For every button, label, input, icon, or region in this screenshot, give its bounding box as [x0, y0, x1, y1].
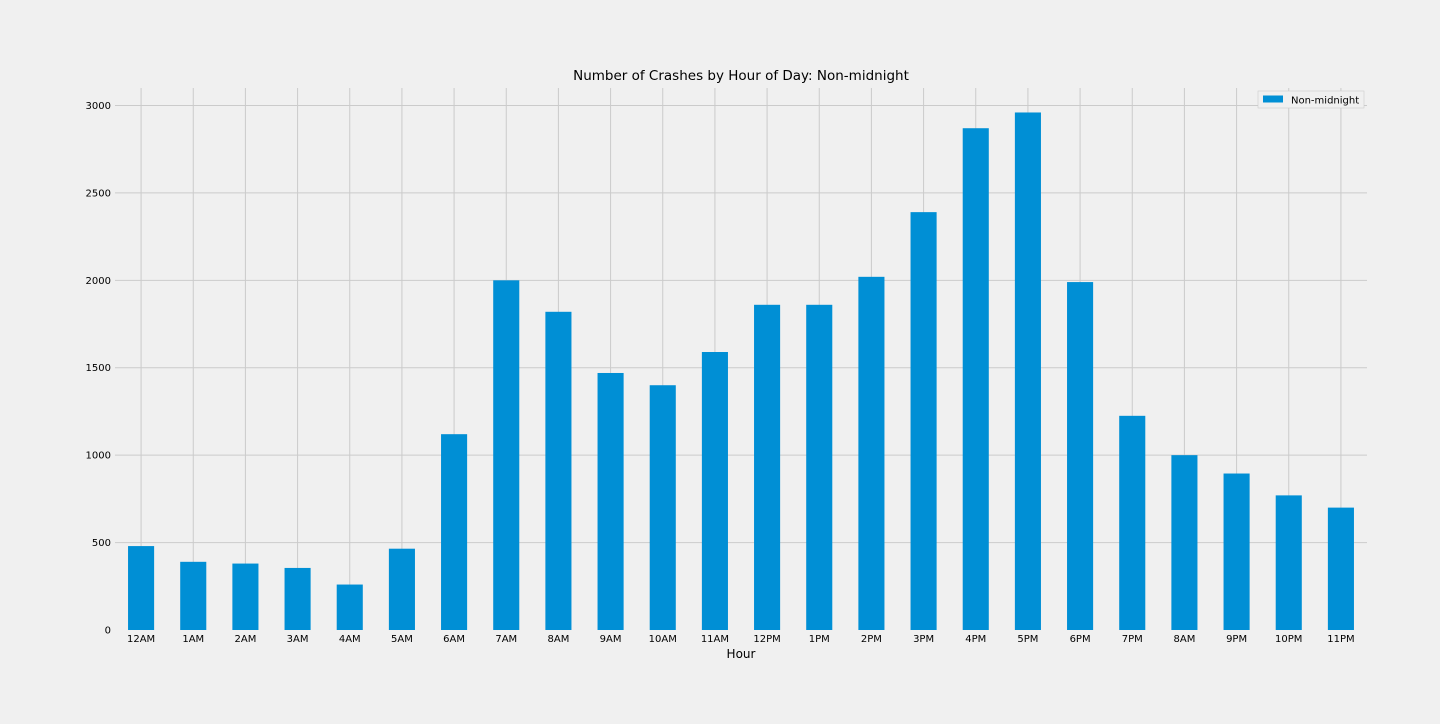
legend-box	[1257, 90, 1365, 109]
x-tick-label: 1AM	[182, 634, 204, 645]
y-tick-label: 2000	[86, 276, 111, 287]
chart-title: Number of Crashes by Hour of Day: Non-mi…	[573, 68, 909, 84]
x-tick-label: 6PM	[1070, 634, 1091, 645]
y-tick-label: 3000	[86, 101, 111, 112]
y-tick-label: 1500	[86, 363, 111, 374]
x-tick-label: 2PM	[861, 634, 882, 645]
x-tick-label: 8AM	[547, 634, 569, 645]
bar	[1327, 507, 1354, 630]
x-tick-label: 4AM	[339, 634, 361, 645]
tick-labels: 0 500 1000 1500 2000 2500 3000 12AM 1AM 2AM 3AM 4AM…	[86, 101, 1355, 645]
bar	[336, 584, 363, 630]
bar	[910, 212, 937, 630]
x-axis-label: Hour	[727, 647, 756, 661]
x-tick-label: 9PM	[1226, 634, 1247, 645]
y-tick-label: 500	[92, 538, 111, 549]
bar	[545, 311, 572, 630]
bar	[1171, 455, 1198, 630]
x-tick-label: 4PM	[965, 634, 986, 645]
x-tick-label: 12AM	[127, 634, 155, 645]
bar	[1119, 415, 1146, 630]
bar	[597, 372, 624, 630]
bar	[493, 280, 520, 630]
x-tick-label: 3PM	[913, 634, 934, 645]
x-tick-label: 9AM	[600, 634, 622, 645]
x-tick-label: 7AM	[495, 634, 517, 645]
bar	[649, 385, 676, 630]
x-tick-label: 10AM	[649, 634, 677, 645]
bars	[128, 112, 1354, 631]
bar	[441, 434, 468, 630]
bar	[284, 567, 311, 630]
legend: Non-midnight	[1257, 90, 1365, 109]
bar	[962, 128, 989, 631]
bar	[128, 546, 155, 630]
x-tick-label: 12PM	[753, 634, 780, 645]
y-tick-label: 1000	[86, 451, 111, 462]
x-tick-label: 10PM	[1275, 634, 1302, 645]
x-tick-label: 6AM	[443, 634, 465, 645]
bar	[858, 276, 885, 630]
x-tick-label: 8AM	[1173, 634, 1195, 645]
bar	[1275, 495, 1302, 630]
x-tick-label: 3AM	[287, 634, 309, 645]
x-tick-label: 1PM	[809, 634, 830, 645]
bar	[1014, 112, 1041, 630]
bar	[806, 304, 833, 630]
x-tick-label: 11AM	[701, 634, 729, 645]
x-tick-label: 7PM	[1122, 634, 1143, 645]
bar	[754, 304, 781, 630]
bar	[701, 352, 728, 630]
bar	[388, 548, 415, 630]
bar	[1067, 282, 1094, 630]
x-tick-label: 5PM	[1017, 634, 1038, 645]
x-tick-label: 11PM	[1327, 634, 1354, 645]
y-tick-label: 0	[105, 626, 111, 637]
bar	[180, 561, 207, 630]
x-tick-label: 2AM	[234, 634, 256, 645]
x-tick-label: 5AM	[391, 634, 413, 645]
legend-label: Non-midnight	[1291, 96, 1359, 107]
bar	[1223, 473, 1250, 630]
y-tick-label: 2500	[86, 188, 111, 199]
legend-swatch	[1263, 95, 1283, 103]
bar	[232, 563, 259, 630]
